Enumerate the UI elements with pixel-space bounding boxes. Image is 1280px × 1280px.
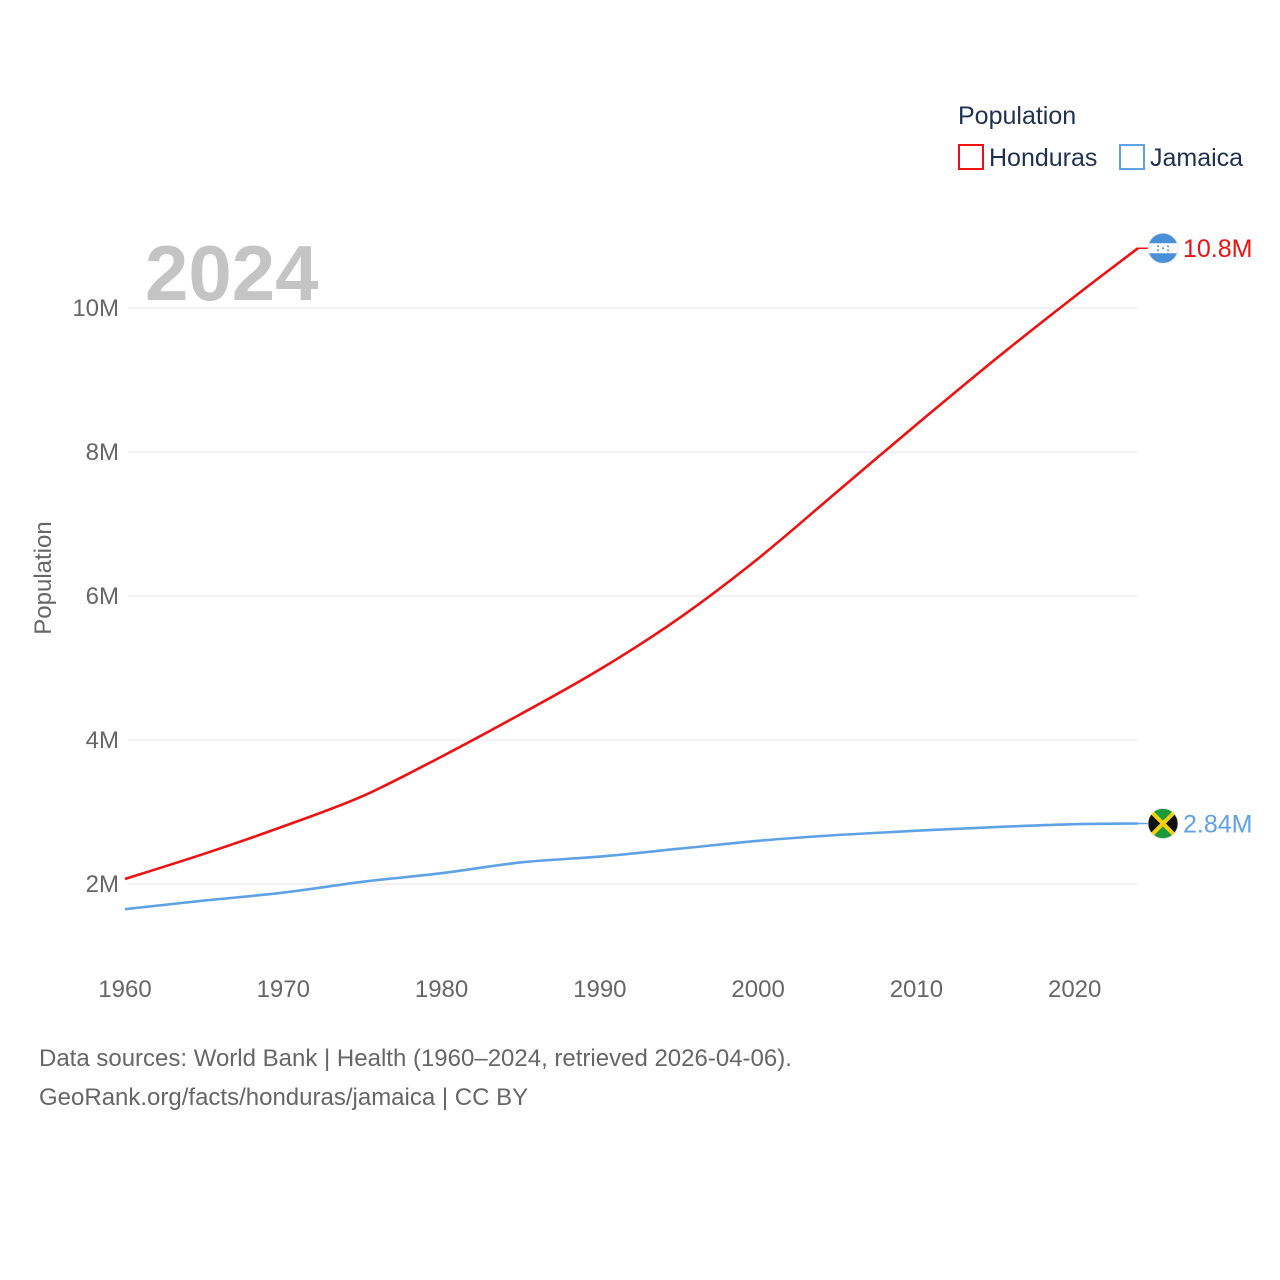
series-lines — [124, 247, 1139, 911]
y-tick-label: 6M — [86, 583, 119, 610]
legend[interactable]: Population Honduras Jamaica — [958, 102, 1243, 172]
y-axis-label: Population — [30, 521, 57, 634]
y-tick-label: 8M — [86, 439, 119, 466]
x-tick-label: 2000 — [731, 976, 784, 1003]
x-tick-label: 2010 — [890, 976, 943, 1003]
y-tick-label: 10M — [72, 295, 119, 322]
x-tick-label: 1990 — [573, 976, 626, 1003]
y-axis-ticks: 2M 4M 6M 8M 10M — [72, 295, 119, 898]
source-line: Data sources: World Bank | Health (1960–… — [39, 1045, 792, 1072]
honduras-flag-icon — [1147, 232, 1179, 264]
series-line-jamaica — [124, 822, 1139, 911]
end-value-label-honduras: 10.8M — [1183, 235, 1252, 263]
population-line-chart: 2M 4M 6M 8M 10M 1960 1970 1980 1990 2000 2010 2020… — [30, 102, 1252, 1003]
legend-item-jamaica[interactable]: Jamaica — [1119, 144, 1243, 172]
series-end-markers: 10.8M 2.84M — [1138, 232, 1252, 839]
x-axis-ticks: 1960 1970 1980 1990 2000 2010 2020 — [98, 976, 1101, 1003]
x-tick-label: 1970 — [257, 976, 310, 1003]
end-value-label-jamaica: 2.84M — [1183, 811, 1252, 839]
year-label: 2024 — [145, 229, 319, 317]
source-url[interactable]: GeoRank.org/facts/honduras/jamaica | CC … — [39, 1084, 529, 1111]
jamaica-flag-icon — [1147, 808, 1179, 839]
series-line-honduras — [124, 247, 1139, 881]
x-tick-label: 2020 — [1048, 976, 1101, 1003]
grid-lines — [128, 307, 1138, 885]
legend-swatch-honduras — [958, 144, 984, 170]
legend-label-jamaica: Jamaica — [1150, 144, 1243, 172]
legend-item-honduras[interactable]: Honduras — [958, 144, 1097, 172]
y-tick-label: 2M — [86, 871, 119, 898]
legend-label-honduras: Honduras — [989, 144, 1097, 172]
x-tick-label: 1960 — [98, 976, 151, 1003]
x-tick-label: 1980 — [415, 976, 468, 1003]
legend-swatch-jamaica — [1119, 144, 1145, 170]
y-tick-label: 4M — [86, 727, 119, 754]
legend-title: Population — [958, 102, 1076, 130]
